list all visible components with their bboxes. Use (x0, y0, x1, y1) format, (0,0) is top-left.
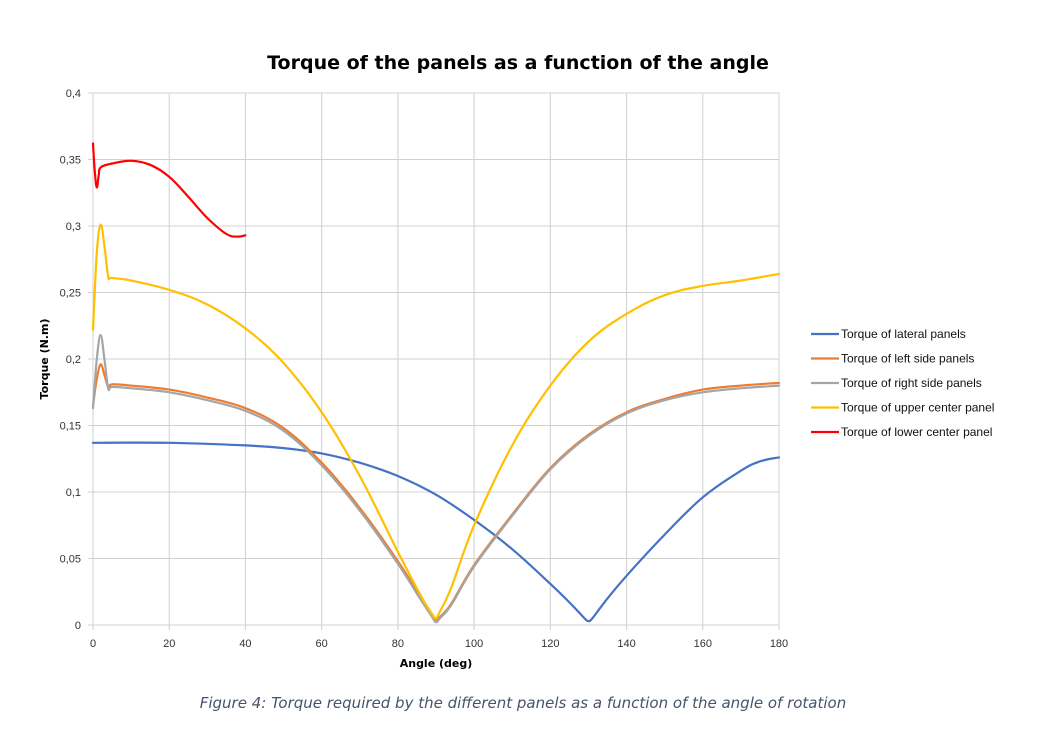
figure-caption: Figure 4: Torque required by the differe… (199, 694, 847, 712)
legend-label: Torque of lateral panels (841, 327, 966, 341)
y-tick-label: 0,15 (60, 421, 81, 433)
y-tick-label: 0,2 (66, 354, 81, 366)
x-tick-label: 180 (770, 638, 788, 650)
x-tick-label: 0 (90, 638, 96, 650)
legend-label: Torque of upper center panel (841, 401, 994, 415)
chart-title: Torque of the panels as a function of th… (267, 52, 769, 74)
x-tick-label: 120 (541, 638, 559, 650)
x-tick-label: 100 (465, 638, 483, 650)
legend-label: Torque of left side panels (841, 352, 974, 366)
gridlines (88, 92, 780, 630)
legend-label: Torque of right side panels (841, 376, 982, 390)
legend-item: Torque of right side panels (811, 376, 982, 390)
torque-chart: Torque of the panels as a function of th… (38, 52, 994, 670)
legend-item: Torque of lower center panel (811, 425, 992, 439)
legend-item: Torque of lateral panels (811, 327, 966, 341)
y-tick-label: 0 (75, 620, 81, 632)
x-tick-label: 80 (392, 638, 404, 650)
x-axis-label: Angle (deg) (400, 657, 473, 670)
x-axis-ticks: 0 20 40 60 80 100 120 140 160 180 (90, 638, 788, 650)
x-tick-label: 160 (694, 638, 712, 650)
series-line (91, 142, 247, 238)
series-line (91, 363, 781, 621)
y-tick-label: 0,1 (66, 487, 81, 499)
y-tick-label: 0,25 (60, 288, 81, 300)
x-tick-label: 140 (617, 638, 635, 650)
x-tick-label: 40 (239, 638, 251, 650)
y-tick-label: 0,35 (60, 155, 81, 167)
series-line (91, 223, 781, 620)
y-axis-label: Torque (N.m) (38, 319, 51, 400)
x-tick-label: 60 (316, 638, 328, 650)
data-series (91, 142, 781, 624)
y-axis-ticks: 0 0,05 0,1 0,15 0,2 0,25 0,3 0,35 0,4 (60, 88, 81, 632)
y-tick-label: 0,4 (66, 88, 81, 100)
legend-item: Torque of left side panels (811, 352, 974, 366)
x-tick-label: 20 (163, 638, 175, 650)
y-tick-label: 0,05 (60, 554, 81, 566)
legend-label: Torque of lower center panel (841, 425, 992, 439)
series-line (91, 334, 781, 624)
y-tick-label: 0,3 (66, 221, 81, 233)
series-line (91, 441, 781, 623)
legend: Torque of lateral panels Torque of left s… (811, 327, 994, 439)
legend-item: Torque of upper center panel (811, 401, 994, 415)
